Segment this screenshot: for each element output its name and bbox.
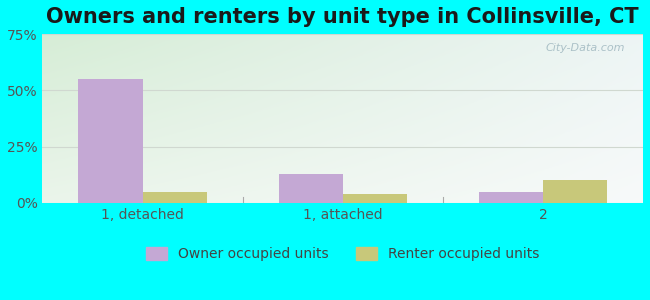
Bar (142, 192, 207, 203)
Text: City-Data.com: City-Data.com (545, 43, 625, 52)
Bar (479, 192, 543, 203)
Bar (79, 79, 142, 203)
Bar (543, 181, 607, 203)
Bar (279, 174, 343, 203)
Legend: Owner occupied units, Renter occupied units: Owner occupied units, Renter occupied un… (140, 242, 545, 267)
Bar (343, 194, 407, 203)
Title: Owners and renters by unit type in Collinsville, CT: Owners and renters by unit type in Colli… (46, 7, 639, 27)
